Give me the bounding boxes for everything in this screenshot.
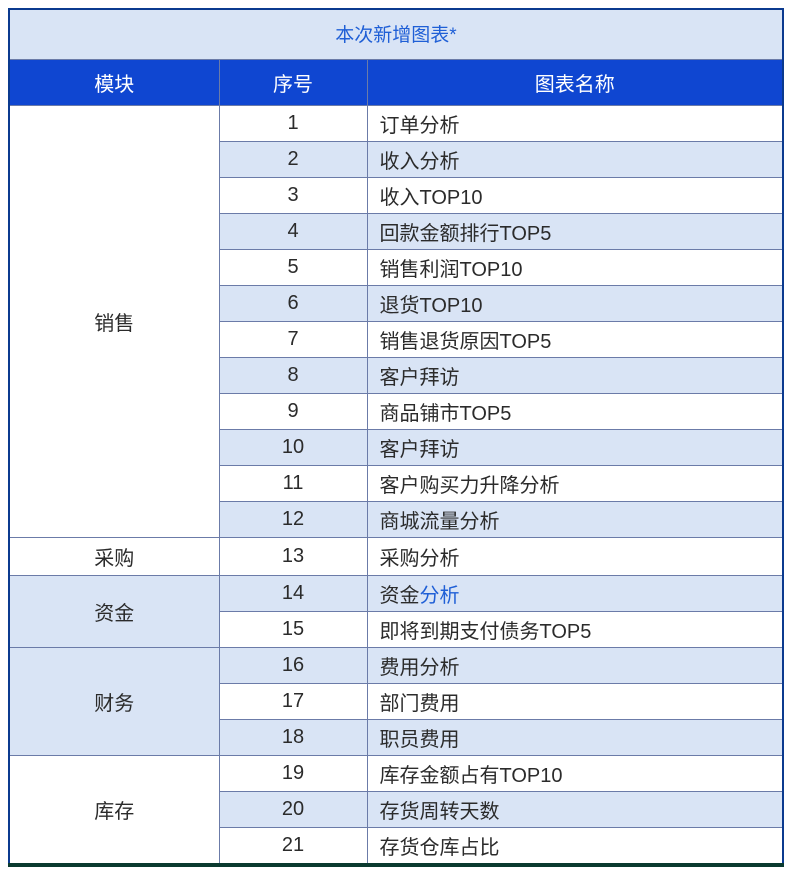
seq-cell: 19: [219, 756, 367, 792]
seq-cell: 18: [219, 720, 367, 756]
seq-cell: 21: [219, 828, 367, 866]
seq-cell: 9: [219, 394, 367, 430]
chart-name-cell: 退货TOP10: [367, 286, 783, 322]
chart-name-cell: 销售退货原因TOP5: [367, 322, 783, 358]
seq-cell: 12: [219, 502, 367, 538]
chart-name-cell: 收入分析: [367, 142, 783, 178]
chart-name-cell: 部门费用: [367, 684, 783, 720]
module-cell: 资金: [9, 576, 219, 648]
seq-cell: 1: [219, 106, 367, 142]
chart-name-cell: 商城流量分析: [367, 502, 783, 538]
table-title: 本次新增图表*: [9, 9, 783, 60]
chart-name-cell: 销售利润TOP10: [367, 250, 783, 286]
module-cell: 采购: [9, 538, 219, 576]
table-row: 财务16费用分析: [9, 648, 783, 684]
chart-name-link-part[interactable]: 分析: [420, 585, 460, 607]
chart-name-cell: 费用分析: [367, 648, 783, 684]
table-row: 采购13采购分析: [9, 538, 783, 576]
seq-cell: 10: [219, 430, 367, 466]
seq-cell: 7: [219, 322, 367, 358]
chart-name-cell: 库存金额占有TOP10: [367, 756, 783, 792]
seq-cell: 20: [219, 792, 367, 828]
table-body: 本次新增图表*模块序号图表名称销售1订单分析2收入分析3收入TOP104回款金额…: [9, 9, 783, 865]
seq-cell: 16: [219, 648, 367, 684]
module-cell: 销售: [9, 106, 219, 538]
seq-cell: 8: [219, 358, 367, 394]
chart-name-cell: 职员费用: [367, 720, 783, 756]
chart-name-cell: 商品铺市TOP5: [367, 394, 783, 430]
chart-name-cell: 客户拜访: [367, 358, 783, 394]
seq-cell: 5: [219, 250, 367, 286]
seq-cell: 11: [219, 466, 367, 502]
column-header-name: 图表名称: [367, 60, 783, 106]
module-cell: 财务: [9, 648, 219, 756]
table-row: 资金 14资金分析: [9, 576, 783, 612]
chart-name-part: 资金: [380, 585, 420, 607]
seq-cell: 6: [219, 286, 367, 322]
seq-cell: 13: [219, 538, 367, 576]
chart-name-cell: 订单分析: [367, 106, 783, 142]
seq-cell: 4: [219, 214, 367, 250]
chart-name-cell: 客户拜访: [367, 430, 783, 466]
chart-name-cell: 采购分析: [367, 538, 783, 576]
column-header-module: 模块: [9, 60, 219, 106]
chart-name-cell: 存货周转天数: [367, 792, 783, 828]
table-header-row: 模块序号图表名称: [9, 60, 783, 106]
table-row: 销售1订单分析: [9, 106, 783, 142]
seq-cell: 17: [219, 684, 367, 720]
seq-cell: 3: [219, 178, 367, 214]
chart-name-cell: 客户购买力升降分析: [367, 466, 783, 502]
chart-name-cell: 收入TOP10: [367, 178, 783, 214]
seq-cell: 15: [219, 612, 367, 648]
chart-name-cell: 即将到期支付债务TOP5: [367, 612, 783, 648]
seq-cell: 2: [219, 142, 367, 178]
column-header-seq: 序号: [219, 60, 367, 106]
module-cell: 库存: [9, 756, 219, 866]
new-charts-table: 本次新增图表*模块序号图表名称销售1订单分析2收入分析3收入TOP104回款金额…: [8, 8, 784, 867]
chart-name-cell: 回款金额排行TOP5: [367, 214, 783, 250]
chart-name-cell: 存货仓库占比: [367, 828, 783, 866]
new-charts-table-container: 本次新增图表*模块序号图表名称销售1订单分析2收入分析3收入TOP104回款金额…: [8, 8, 784, 867]
seq-cell: 14: [219, 576, 367, 612]
table-row: 库存19库存金额占有TOP10: [9, 756, 783, 792]
chart-name-cell: 资金分析: [367, 576, 783, 612]
